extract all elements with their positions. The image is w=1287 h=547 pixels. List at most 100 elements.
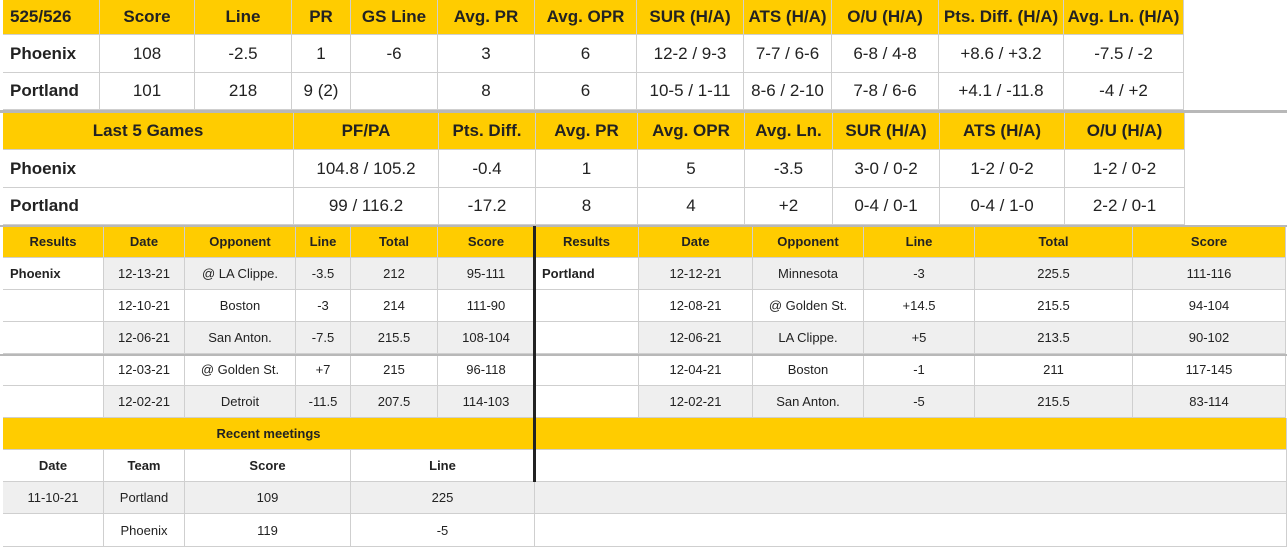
result-row-cell: @ Golden St. [185,354,296,386]
recent-row-cell: 109 [185,482,351,514]
last5-cell: 5 [638,150,745,188]
results-header-cell: Score [438,226,535,258]
last5-cell: 99 / 116.2 [294,188,439,225]
results-team-cell [535,386,639,418]
results-team-cell [535,322,639,354]
last5-cell: 0-4 / 1-0 [940,188,1065,225]
matchup-header-cell: O/U (H/A) [832,0,939,35]
result-row-cell: @ Golden St. [753,290,864,322]
last5-cell: 8 [536,188,638,225]
last5-header-cell: Pts. Diff. [439,113,536,150]
results-header-cell: Results [535,226,639,258]
matchup-cell: -2.5 [195,35,292,73]
last5-cell: 1 [536,150,638,188]
matchup-header-cell: Score [100,0,195,35]
result-row-cell: 12-10-21 [104,290,185,322]
last5-cell: 1-2 / 0-2 [940,150,1065,188]
section-divider [0,354,1287,356]
result-row-cell: 215 [351,354,438,386]
results-header-cell: Total [351,226,438,258]
results-divider [533,226,536,482]
result-row-cell: 12-03-21 [104,354,185,386]
result-row-cell: 114-103 [438,386,535,418]
matchup-cell: -6 [351,35,438,73]
last5-cell: -3.5 [745,150,833,188]
result-row-cell: +7 [296,354,351,386]
result-row-cell: San Anton. [753,386,864,418]
result-row-cell: LA Clippe. [753,322,864,354]
last5-header-cell: Last 5 Games [3,113,294,150]
result-row-cell: Boston [185,290,296,322]
matchup-cell: +4.1 / -11.8 [939,73,1064,110]
last5-cell: 2-2 / 0-1 [1065,188,1185,225]
recent-meetings-header-fill [535,418,1287,450]
result-row-cell: 90-102 [1133,322,1286,354]
recent-header-cell: Team [104,450,185,482]
result-row-cell: Detroit [185,386,296,418]
matchup-cell: 7-8 / 6-6 [832,73,939,110]
matchup-header-cell: Avg. OPR [535,0,637,35]
results-header-cell: Total [975,226,1133,258]
results-team-cell: Phoenix [3,258,104,290]
results-header-cell: Opponent [185,226,296,258]
matchup-cell: +8.6 / +3.2 [939,35,1064,73]
matchup-cell: -4 / +2 [1064,73,1184,110]
matchup-cell: 1 [292,35,351,73]
recent-row-cell: 11-10-21 [3,482,104,514]
last5-cell: Portland [3,188,294,225]
result-row-cell: 211 [975,354,1133,386]
last5-cell: -0.4 [439,150,536,188]
result-row-cell: 96-118 [438,354,535,386]
result-row-cell: @ LA Clippe. [185,258,296,290]
recent-empty-cell [535,450,1287,482]
recent-header-cell: Date [3,450,104,482]
last5-cell: 3-0 / 0-2 [833,150,940,188]
matchup-cell: 218 [195,73,292,110]
result-row-cell: 12-06-21 [104,322,185,354]
section-divider [0,110,1287,113]
last5-header-cell: Avg. PR [536,113,638,150]
result-row-cell: 12-02-21 [104,386,185,418]
result-row-cell: 12-08-21 [639,290,753,322]
result-row-cell: 111-90 [438,290,535,322]
matchup-cell: 3 [438,35,535,73]
result-row-cell: -3.5 [296,258,351,290]
recent-meetings-title: Recent meetings [3,418,535,450]
results-header-cell: Date [639,226,753,258]
last5-cell: 1-2 / 0-2 [1065,150,1185,188]
recent-row-cell: Phoenix [104,514,185,547]
matchup-cell: 6 [535,35,637,73]
matchup-header-cell: PR [292,0,351,35]
matchup-cell: 7-7 / 6-6 [744,35,832,73]
recent-empty-cell [535,482,1287,514]
result-row-cell: 215.5 [975,290,1133,322]
result-row-cell: -5 [864,386,975,418]
last5-header-cell: Avg. OPR [638,113,745,150]
result-row-cell: 225.5 [975,258,1133,290]
result-row-cell: -7.5 [296,322,351,354]
matchup-cell: 9 (2) [292,73,351,110]
result-row-cell: +14.5 [864,290,975,322]
result-row-cell: 213.5 [975,322,1133,354]
recent-row-cell: -5 [351,514,535,547]
result-row-cell: 215.5 [351,322,438,354]
last5-cell: 0-4 / 0-1 [833,188,940,225]
result-row-cell: 111-116 [1133,258,1286,290]
result-row-cell: Minnesota [753,258,864,290]
result-row-cell: 12-04-21 [639,354,753,386]
last5-cell: Phoenix [3,150,294,188]
matchup-cell: 101 [100,73,195,110]
matchup-cell: 6-8 / 4-8 [832,35,939,73]
recent-header-cell: Score [185,450,351,482]
result-row-cell: 12-06-21 [639,322,753,354]
matchup-cell: Portland [3,73,100,110]
recent-row-cell: Portland [104,482,185,514]
last5-header-cell: SUR (H/A) [833,113,940,150]
result-row-cell: 207.5 [351,386,438,418]
last5-cell: -17.2 [439,188,536,225]
recent-header-cell: Line [351,450,535,482]
result-row-cell: 212 [351,258,438,290]
recent-row-cell: 225 [351,482,535,514]
results-header-cell: Score [1133,226,1286,258]
matchup-cell: 8-6 / 2-10 [744,73,832,110]
